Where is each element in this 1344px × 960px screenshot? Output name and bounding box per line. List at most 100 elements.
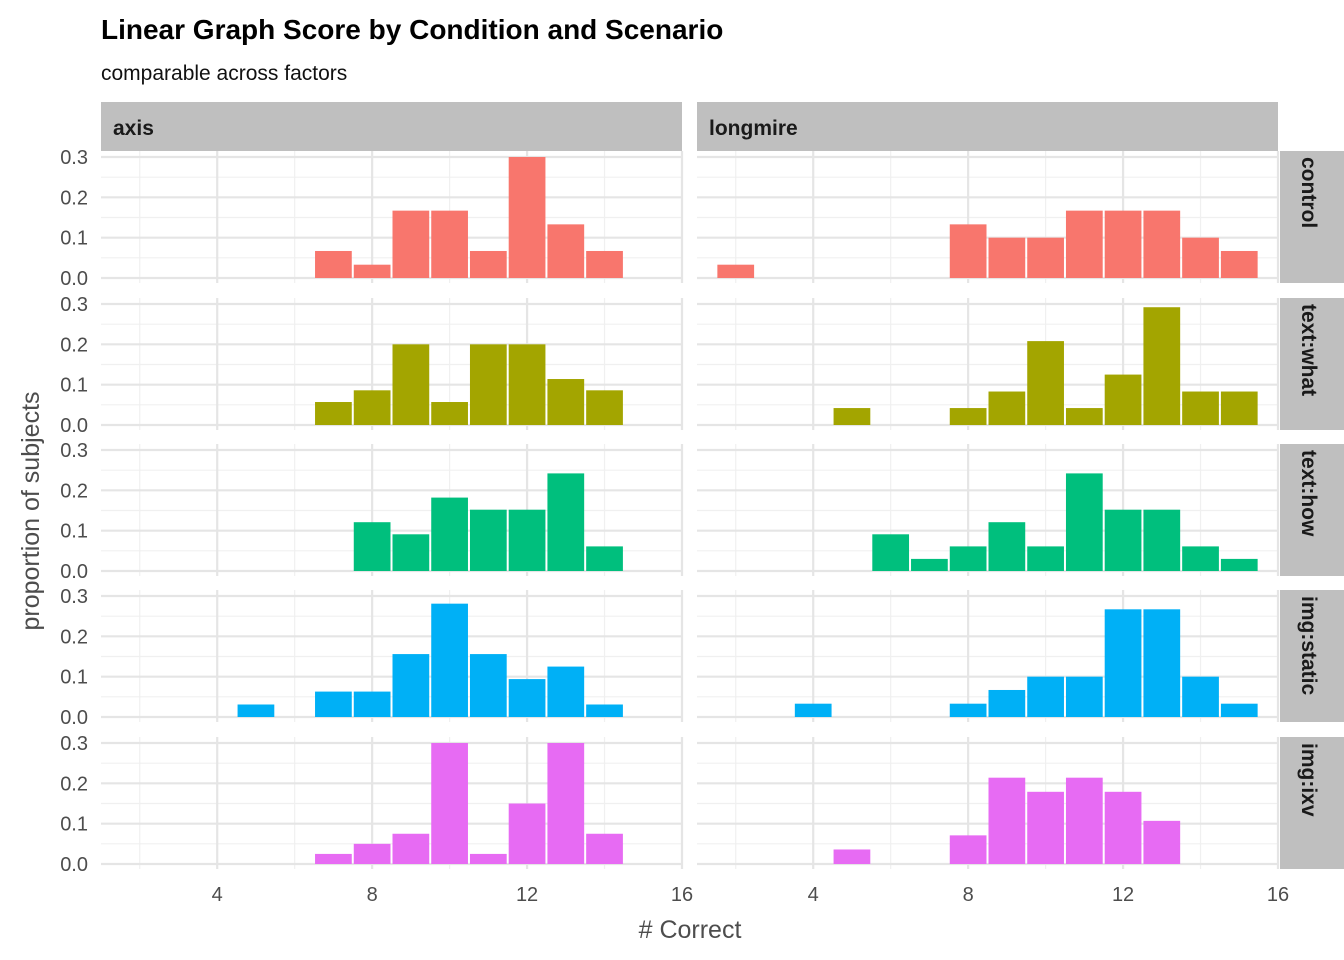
bar-longmire-text-how-9 bbox=[988, 522, 1026, 571]
bar-axis-text-how-10 bbox=[431, 497, 468, 571]
x-tick-label: 12 bbox=[516, 884, 538, 906]
bar-longmire-img-static-12 bbox=[1104, 609, 1142, 717]
bar-axis-text-how-9 bbox=[392, 534, 430, 571]
bar-longmire-img-ixv-9 bbox=[988, 777, 1026, 864]
x-tick-label: 4 bbox=[808, 884, 819, 906]
bar-axis-control-13 bbox=[547, 224, 585, 278]
bar-longmire-img-static-13 bbox=[1143, 609, 1181, 717]
bar-axis-text-what-10 bbox=[431, 402, 468, 425]
bar-axis-img-ixv-12 bbox=[508, 803, 546, 864]
bar-longmire-control-15 bbox=[1220, 250, 1258, 278]
bar-axis-img-ixv-8 bbox=[353, 843, 391, 864]
row-strip-img-ixv bbox=[1280, 737, 1344, 869]
y-tick-label: 0.3 bbox=[60, 440, 88, 462]
bar-axis-text-what-7 bbox=[315, 402, 352, 425]
bar-longmire-img-static-9 bbox=[988, 689, 1026, 717]
y-tick-label: 0.1 bbox=[60, 667, 88, 689]
y-tick-label: 0.1 bbox=[60, 521, 88, 543]
bar-longmire-img-static-11 bbox=[1065, 676, 1103, 717]
bar-axis-control-10 bbox=[431, 210, 468, 278]
column-strip-label-longmire: longmire bbox=[709, 117, 798, 140]
bar-longmire-img-static-15 bbox=[1220, 703, 1258, 717]
x-tick-label: 4 bbox=[212, 884, 223, 906]
bar-longmire-img-ixv-10 bbox=[1027, 791, 1064, 864]
bar-axis-img-ixv-11 bbox=[469, 853, 507, 864]
bar-longmire-img-static-14 bbox=[1182, 676, 1219, 717]
y-tick-label: 0.0 bbox=[60, 268, 88, 290]
y-tick-label: 0.2 bbox=[60, 626, 88, 648]
bar-axis-img-static-11 bbox=[469, 654, 507, 717]
bar-longmire-control-8 bbox=[949, 224, 987, 278]
bar-axis-control-8 bbox=[353, 264, 391, 278]
bar-axis-text-what-14 bbox=[586, 390, 623, 425]
y-tick-label: 0.0 bbox=[60, 415, 88, 437]
chart-subtitle: comparable across factors bbox=[101, 62, 347, 85]
bar-axis-img-static-7 bbox=[315, 691, 352, 717]
bar-axis-img-ixv-14 bbox=[586, 833, 623, 864]
bar-axis-control-7 bbox=[315, 250, 352, 278]
bar-axis-text-what-12 bbox=[508, 344, 546, 425]
x-tick-label: 12 bbox=[1112, 884, 1134, 906]
bar-longmire-img-static-4 bbox=[794, 703, 832, 717]
bar-longmire-control-2 bbox=[717, 264, 755, 278]
y-tick-label: 0.3 bbox=[60, 586, 88, 608]
bar-axis-img-ixv-9 bbox=[392, 833, 430, 864]
y-tick-label: 0.3 bbox=[60, 147, 88, 169]
row-strip-control bbox=[1280, 151, 1344, 283]
bar-axis-img-static-12 bbox=[508, 679, 546, 717]
bar-axis-control-9 bbox=[392, 210, 430, 278]
bar-longmire-text-what-8 bbox=[949, 408, 987, 425]
bar-longmire-control-13 bbox=[1143, 210, 1181, 278]
bar-axis-img-static-5 bbox=[237, 704, 275, 717]
bar-longmire-text-what-14 bbox=[1182, 391, 1219, 425]
bar-longmire-text-what-15 bbox=[1220, 391, 1258, 425]
row-strip-label-text-what: text:what bbox=[1297, 304, 1320, 396]
bar-axis-img-static-8 bbox=[353, 691, 391, 717]
bar-longmire-text-what-9 bbox=[988, 391, 1026, 425]
x-tick-label: 8 bbox=[963, 884, 974, 906]
bar-axis-control-11 bbox=[469, 250, 507, 278]
bar-longmire-text-how-7 bbox=[911, 558, 948, 571]
y-tick-label: 0.0 bbox=[60, 561, 88, 583]
bar-axis-img-static-9 bbox=[392, 654, 430, 717]
bar-axis-control-14 bbox=[586, 250, 623, 278]
bar-longmire-text-what-10 bbox=[1027, 341, 1064, 425]
bar-longmire-text-how-14 bbox=[1182, 546, 1219, 571]
bar-longmire-text-what-5 bbox=[833, 408, 871, 425]
bar-longmire-control-9 bbox=[988, 237, 1026, 278]
chart-title: Linear Graph Score by Condition and Scen… bbox=[101, 14, 723, 45]
row-strip-label-text-how: text:how bbox=[1297, 450, 1320, 537]
bar-longmire-text-how-13 bbox=[1143, 509, 1181, 571]
bar-axis-text-how-12 bbox=[508, 509, 546, 571]
y-tick-label: 0.2 bbox=[60, 480, 88, 502]
row-strip-text-what bbox=[1280, 298, 1344, 430]
bar-axis-text-what-9 bbox=[392, 344, 430, 425]
column-strip-longmire bbox=[697, 102, 1278, 151]
bar-longmire-text-what-13 bbox=[1143, 307, 1181, 425]
facet-grid: axis 0.0 0.1 0.2 0.3 0.0 0.1 0.2 0.3 0.0 0.1 0.2 0.3… bbox=[60, 102, 1344, 906]
y-tick-label: 0.3 bbox=[60, 294, 88, 316]
y-tick-label: 0.0 bbox=[60, 707, 88, 729]
bar-longmire-control-12 bbox=[1104, 210, 1142, 278]
y-tick-label: 0.1 bbox=[60, 814, 88, 836]
y-tick-label: 0.2 bbox=[60, 187, 88, 209]
column-strip-axis bbox=[101, 102, 682, 151]
bar-axis-text-how-14 bbox=[586, 546, 623, 571]
bar-longmire-text-how-11 bbox=[1065, 473, 1103, 571]
bar-longmire-text-how-6 bbox=[872, 534, 910, 571]
bar-axis-img-ixv-10 bbox=[431, 743, 468, 864]
x-tick-label: 16 bbox=[671, 884, 693, 906]
bar-axis-img-ixv-13 bbox=[547, 743, 585, 864]
row-strip-img-static bbox=[1280, 590, 1344, 722]
row-strip-label-img-static: img:static bbox=[1297, 596, 1320, 696]
bar-axis-text-what-8 bbox=[353, 390, 391, 425]
bar-longmire-control-10 bbox=[1027, 237, 1064, 278]
y-tick-label: 0.0 bbox=[60, 854, 88, 876]
bar-longmire-text-what-11 bbox=[1065, 408, 1103, 425]
row-strip-label-control: control bbox=[1297, 157, 1320, 228]
bar-longmire-img-ixv-11 bbox=[1065, 777, 1103, 864]
bar-longmire-img-ixv-8 bbox=[949, 835, 987, 864]
bar-axis-img-static-14 bbox=[586, 704, 623, 717]
y-tick-label: 0.1 bbox=[60, 228, 88, 250]
